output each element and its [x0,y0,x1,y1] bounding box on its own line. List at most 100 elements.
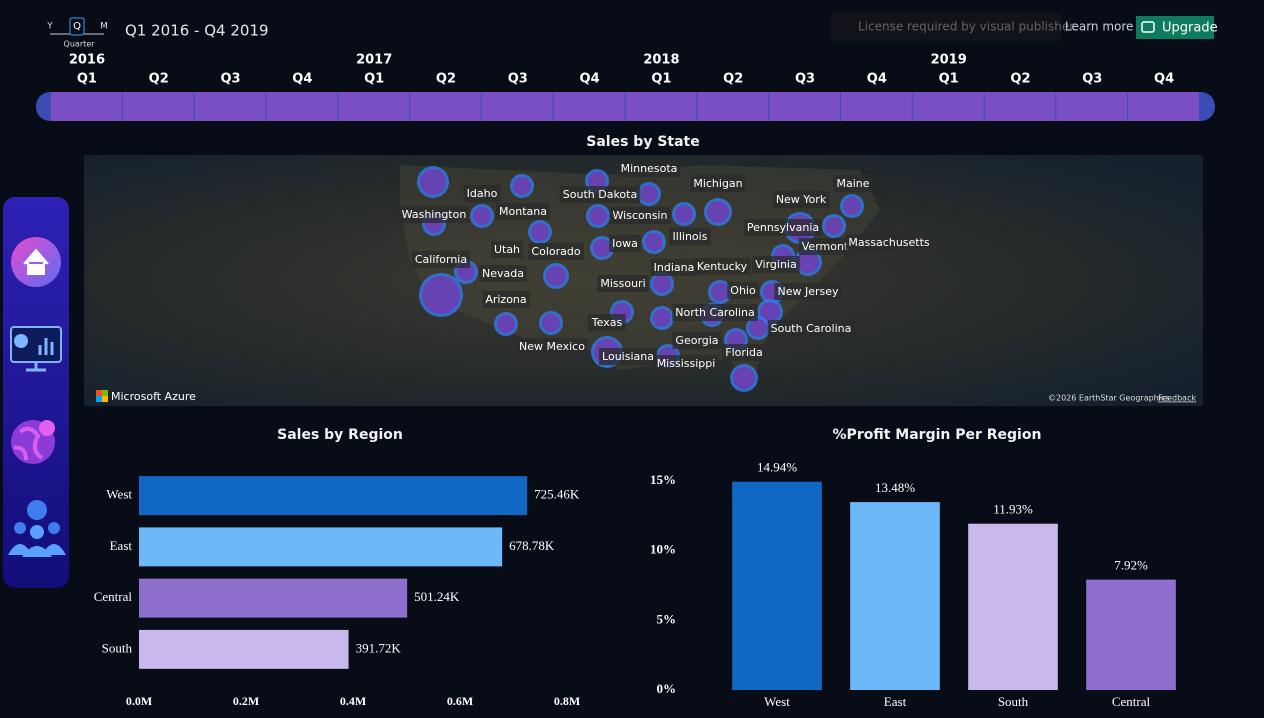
timeline-cell[interactable] [51,92,122,121]
label-background [650,259,698,276]
state-bubble[interactable] [588,172,606,190]
year-label: 2019 [931,53,967,68]
timeline-cell[interactable] [984,92,1056,121]
state-bubble[interactable] [593,239,611,257]
state-bubble[interactable] [843,197,861,215]
map-attribution: Microsoft Azure [111,390,196,403]
data-label: 11.93% [993,502,1033,517]
customers-icon [14,522,26,534]
timeline-cell[interactable] [410,92,481,121]
state-bubble[interactable] [513,177,531,195]
bar[interactable] [139,527,503,567]
state-bubble[interactable] [640,185,658,203]
label-background [496,203,550,220]
timeline-cell[interactable] [769,92,840,121]
azure-logo [102,396,108,402]
label-background [482,291,530,308]
bar[interactable] [139,476,528,516]
state-label: California [415,253,467,266]
data-label: 678.78K [509,538,555,553]
state-bubble[interactable] [760,302,780,322]
state-label: Florida [725,346,762,359]
state-bubble[interactable] [531,223,549,241]
timeline-cell[interactable] [1056,92,1128,121]
state-bubble[interactable] [825,217,843,235]
timeline-cell[interactable] [338,92,410,121]
state-bubble[interactable] [497,315,515,333]
timeline-cell[interactable] [553,92,625,121]
timeline-cell[interactable] [912,92,984,121]
nav-customers[interactable] [27,500,47,520]
x-tick-label: 0.6M [447,694,473,708]
chart-title: Sales by Region [277,427,403,443]
granularity-option[interactable]: M [100,22,108,32]
state-label: Illinois [673,230,708,243]
granularity-option[interactable]: Y [46,22,53,32]
label-background [774,283,842,300]
year-label: 2016 [69,53,105,68]
label-background [479,265,527,282]
year-label: 2017 [356,53,392,68]
learn-more[interactable]: Learn more [1065,20,1133,34]
bar[interactable] [139,578,408,618]
state-bubble[interactable] [420,169,446,195]
timeline-cell[interactable] [840,92,912,121]
timeline-cell[interactable] [194,92,266,121]
bar[interactable] [139,629,349,669]
state-label: Georgia [675,334,718,347]
column[interactable] [968,523,1058,690]
timeline-cell[interactable] [122,92,194,121]
timeline-cell[interactable] [266,92,338,121]
column[interactable] [1086,579,1176,690]
timeline-cell[interactable] [625,92,697,121]
timeline-cell[interactable] [1128,92,1199,121]
timeline-cell[interactable] [481,92,553,121]
state-bubble[interactable] [733,367,755,389]
state-bubble[interactable] [473,207,491,225]
label-background [798,238,852,255]
upgrade-label[interactable]: Upgrade [1162,21,1218,36]
label-background [672,332,722,349]
state-bubble[interactable] [711,283,729,301]
state-bubble[interactable] [422,276,460,314]
quarter-label: Q4 [580,72,600,87]
y-tick-label: 15% [650,472,676,487]
label-background [845,234,933,251]
state-bubble[interactable] [707,201,729,223]
state-label: New Jersey [777,285,839,298]
customers-icon [30,525,44,539]
state-bubble[interactable] [653,309,671,327]
state-label: Iowa [612,237,638,250]
state-label: Montana [499,205,547,218]
timeline-cell[interactable] [697,92,769,121]
granularity-selected[interactable] [69,17,85,36]
column[interactable] [850,502,940,690]
column[interactable] [732,481,822,690]
label-background [653,355,719,372]
label-background [617,160,681,177]
state-label: Michigan [693,177,742,190]
state-bubble[interactable] [546,266,566,286]
state-label: Kentucky [697,260,748,273]
category-label: East [110,538,133,553]
quarter-label: Q2 [723,72,743,87]
quarter-label: Q1 [77,72,97,87]
granularity-option[interactable]: Q [73,21,81,32]
state-bubble[interactable] [542,314,560,332]
state-bubble[interactable] [797,251,819,273]
map-feedback[interactable]: Feedback [1158,394,1196,403]
state-label: North Carolina [675,306,755,319]
state-bubble[interactable] [589,207,607,225]
state-bubble[interactable] [749,319,767,337]
label-background [743,219,823,236]
state-bubble[interactable] [675,205,693,223]
data-label: 7.92% [1114,558,1148,573]
state-label: Utah [494,243,520,256]
state-bubble[interactable] [653,275,671,293]
state-bubble[interactable] [645,233,663,251]
quarter-label: Q2 [436,72,456,87]
data-label: 725.46K [534,487,580,502]
upgrade-button[interactable] [1136,16,1214,39]
quarter-label: Q3 [1082,72,1102,87]
x-tick-label: 0.0M [126,694,152,708]
